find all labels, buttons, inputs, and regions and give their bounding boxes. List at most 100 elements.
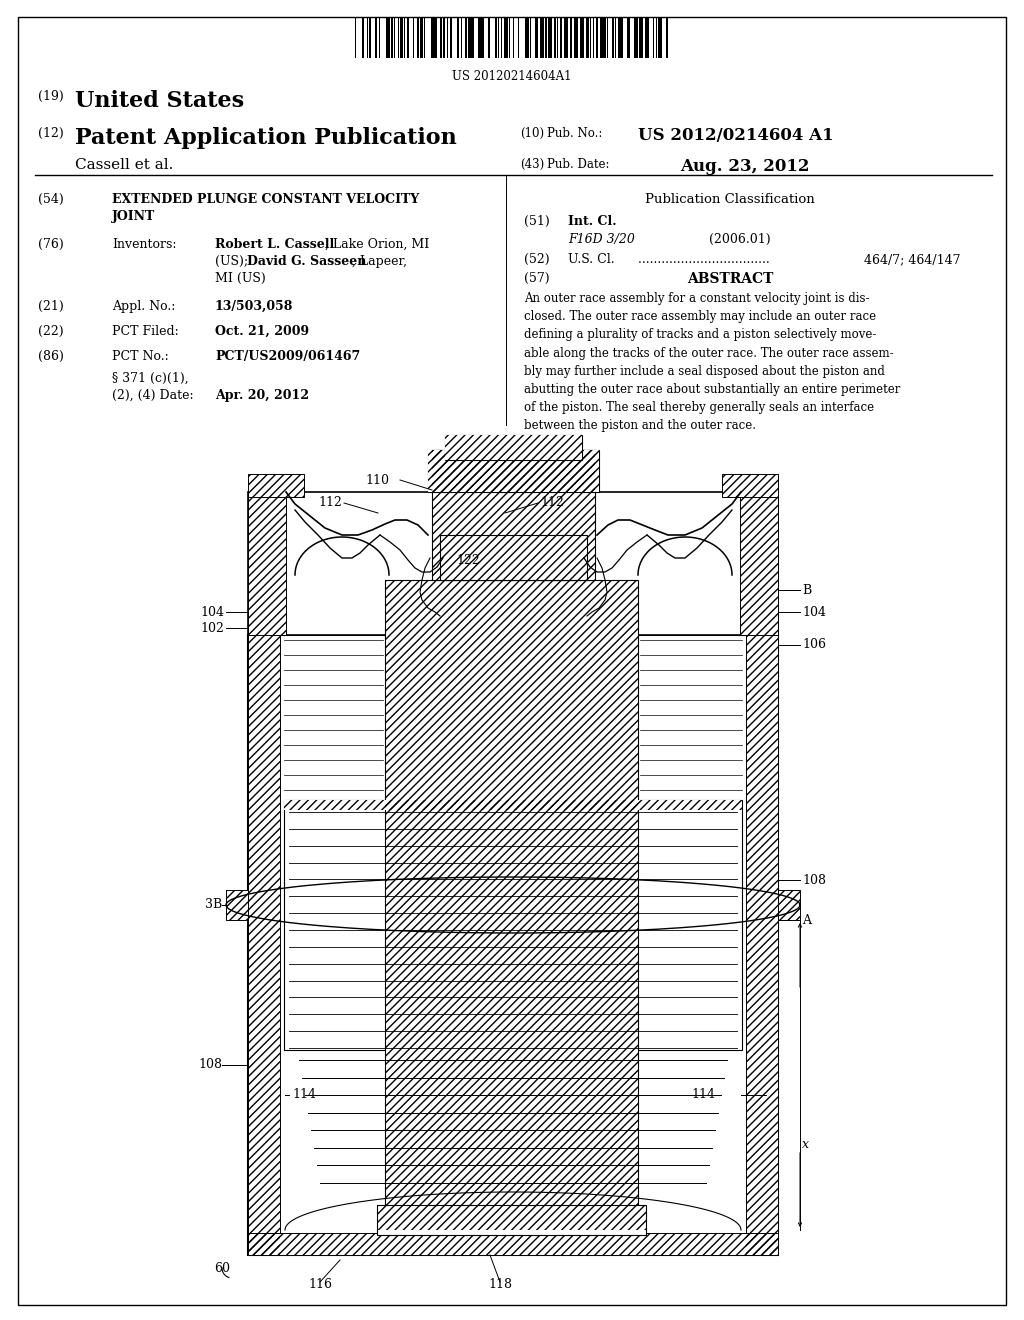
Bar: [424, 18, 425, 58]
Bar: [501, 18, 502, 58]
Text: 118: 118: [488, 1279, 512, 1291]
Text: JOINT: JOINT: [112, 210, 156, 223]
Text: (2), (4) Date:: (2), (4) Date:: [112, 389, 194, 403]
Bar: [546, 18, 547, 58]
Text: F16D 3/20: F16D 3/20: [568, 234, 635, 246]
Bar: [431, 18, 436, 58]
Bar: [612, 18, 613, 58]
Text: U.S. Cl.: U.S. Cl.: [568, 253, 614, 267]
Bar: [362, 18, 365, 58]
Bar: [607, 18, 608, 58]
Text: Robert L. Cassell: Robert L. Cassell: [215, 238, 334, 251]
Bar: [400, 18, 402, 58]
Bar: [226, 890, 248, 920]
Bar: [458, 18, 459, 58]
Text: x: x: [802, 1138, 809, 1151]
Text: 108: 108: [802, 874, 826, 887]
Text: Apr. 20, 2012: Apr. 20, 2012: [215, 389, 309, 403]
Text: (76): (76): [38, 238, 63, 251]
Text: (10): (10): [520, 127, 544, 140]
Bar: [740, 492, 778, 635]
Bar: [574, 18, 578, 58]
Bar: [248, 492, 778, 635]
Text: Int. Cl.: Int. Cl.: [568, 215, 616, 228]
Bar: [667, 18, 668, 58]
Text: United States: United States: [75, 90, 244, 112]
Text: Inventors:: Inventors:: [112, 238, 176, 251]
Bar: [248, 635, 280, 1255]
Bar: [248, 474, 304, 498]
Bar: [379, 18, 381, 58]
Text: US 2012/0214604 A1: US 2012/0214604 A1: [638, 127, 834, 144]
Bar: [740, 492, 778, 635]
Bar: [600, 18, 605, 58]
Text: 112: 112: [318, 496, 342, 510]
Bar: [226, 890, 248, 920]
Bar: [504, 18, 508, 58]
Bar: [653, 18, 654, 58]
Bar: [284, 800, 742, 810]
Bar: [560, 18, 562, 58]
Bar: [465, 18, 467, 58]
Text: (22): (22): [38, 325, 63, 338]
Bar: [445, 436, 582, 459]
Bar: [518, 18, 519, 58]
Bar: [432, 450, 595, 579]
Bar: [377, 1205, 646, 1236]
Text: A: A: [802, 913, 811, 927]
Bar: [440, 18, 441, 58]
Bar: [581, 18, 584, 58]
Bar: [417, 18, 419, 58]
Bar: [645, 18, 649, 58]
Bar: [355, 18, 356, 58]
Bar: [394, 18, 395, 58]
Bar: [722, 474, 778, 498]
Text: PCT/US2009/061467: PCT/US2009/061467: [215, 350, 360, 363]
Bar: [557, 18, 558, 58]
Bar: [370, 18, 371, 58]
Bar: [428, 450, 599, 492]
Bar: [404, 18, 406, 58]
Text: 104: 104: [802, 606, 826, 619]
Text: Aug. 23, 2012: Aug. 23, 2012: [680, 158, 810, 176]
Bar: [498, 18, 500, 58]
Bar: [377, 1205, 646, 1230]
Bar: [634, 18, 638, 58]
Bar: [375, 18, 377, 58]
Text: Publication Classification: Publication Classification: [645, 193, 815, 206]
Bar: [445, 436, 582, 459]
Text: 3B: 3B: [205, 899, 222, 912]
Bar: [443, 18, 445, 58]
Bar: [540, 18, 544, 58]
Text: Oct. 21, 2009: Oct. 21, 2009: [215, 325, 309, 338]
Bar: [596, 18, 598, 58]
Text: 116: 116: [308, 1279, 332, 1291]
Text: , Lapeer,: , Lapeer,: [352, 255, 407, 268]
Bar: [655, 18, 657, 58]
Text: 114: 114: [691, 1089, 715, 1101]
Text: (2006.01): (2006.01): [709, 234, 771, 246]
Bar: [722, 474, 778, 498]
Bar: [570, 18, 571, 58]
Text: (54): (54): [38, 193, 63, 206]
Text: (19): (19): [38, 90, 63, 103]
Bar: [446, 18, 449, 58]
Text: (52): (52): [524, 253, 550, 267]
Text: 464/7; 464/147: 464/7; 464/147: [864, 253, 961, 267]
Text: Appl. No.:: Appl. No.:: [112, 300, 175, 313]
Text: (21): (21): [38, 300, 63, 313]
Text: 112: 112: [540, 496, 564, 510]
Text: (86): (86): [38, 350, 63, 363]
Bar: [461, 18, 463, 58]
Text: David G. Sasseen: David G. Sasseen: [247, 255, 367, 268]
Bar: [746, 635, 778, 1255]
Bar: [615, 18, 616, 58]
Bar: [587, 18, 589, 58]
Text: (US);: (US);: [215, 255, 252, 268]
Bar: [478, 18, 483, 58]
Text: 102: 102: [200, 622, 224, 635]
Bar: [658, 18, 663, 58]
Bar: [468, 18, 474, 58]
Text: ..................................: ..................................: [634, 253, 774, 267]
Bar: [248, 635, 778, 1255]
